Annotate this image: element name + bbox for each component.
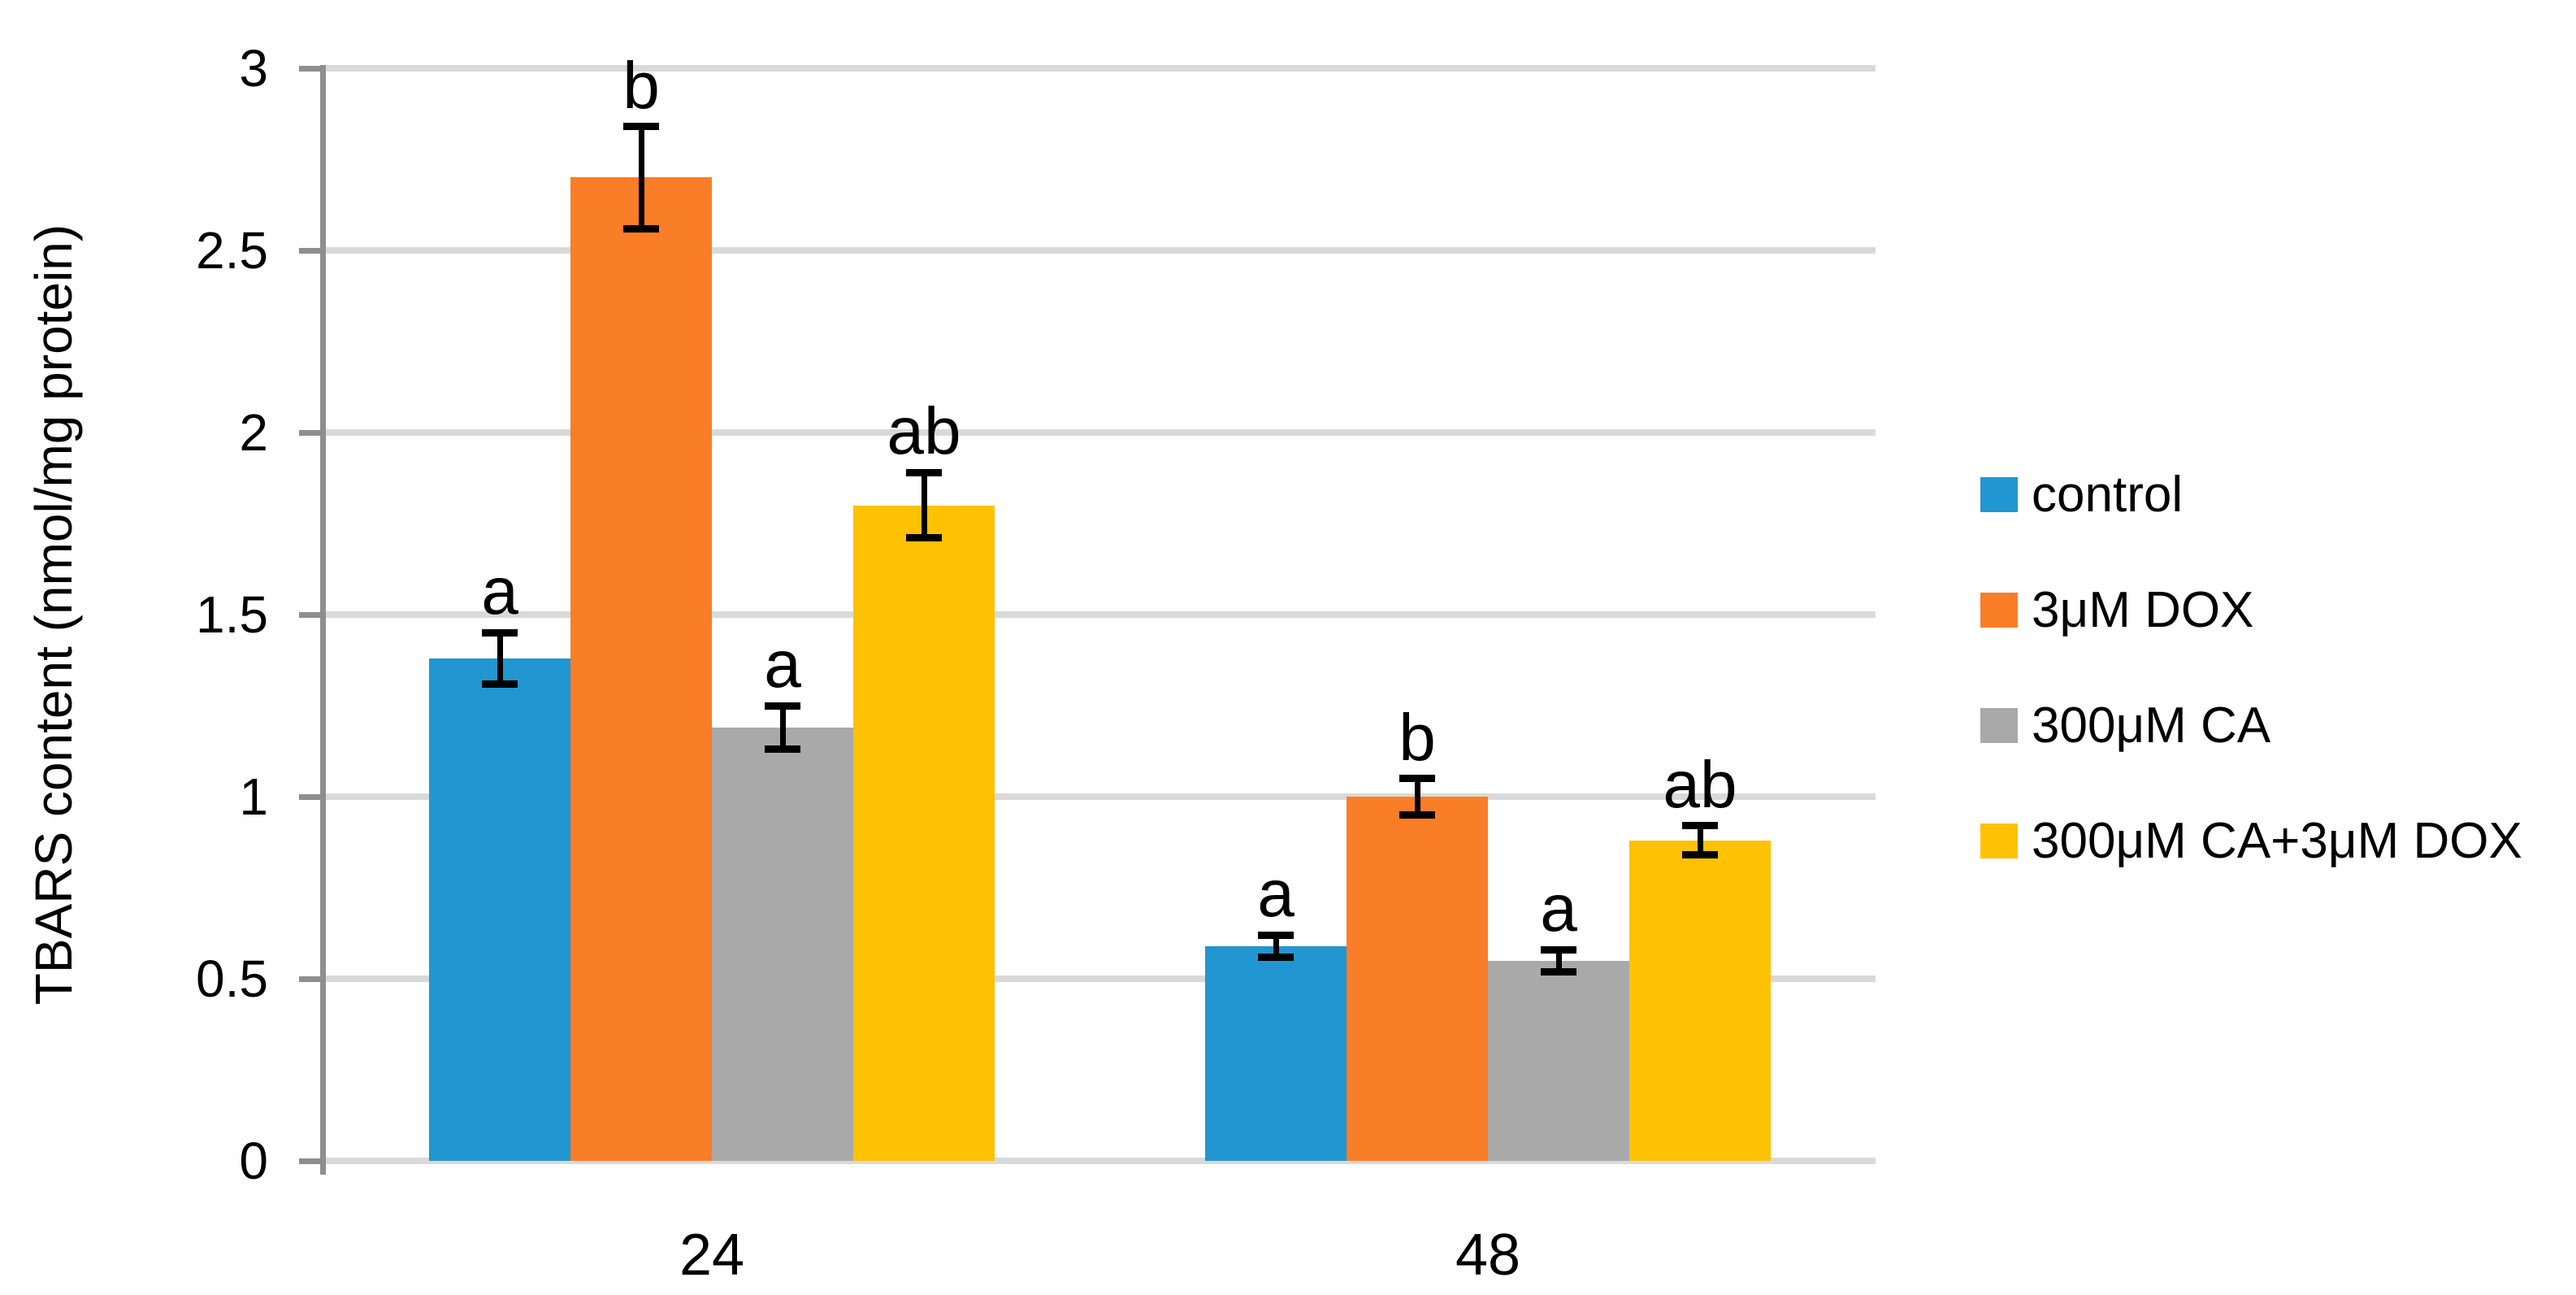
y-axis-tick-label: 2 xyxy=(239,403,268,462)
y-axis-tick-label: 0 xyxy=(239,1132,268,1190)
error-bar-cap-top xyxy=(623,123,659,131)
y-axis-tick-mark xyxy=(299,793,320,800)
bar-300-m-ca xyxy=(712,727,853,1161)
gridline xyxy=(325,1158,1876,1164)
error-bar-cap-top xyxy=(1541,945,1576,954)
error-bar-line xyxy=(779,706,786,750)
significance-letter: b xyxy=(1399,700,1436,775)
significance-letter: a xyxy=(481,554,518,629)
error-bar-cap-top xyxy=(1399,775,1435,783)
error-bar-cap-bottom xyxy=(1682,851,1718,859)
significance-letter: ab xyxy=(887,394,961,469)
legend-label: 300μM CA xyxy=(2032,697,2271,754)
y-axis-tick-label: 1.5 xyxy=(196,585,268,644)
gridline xyxy=(325,247,1876,254)
legend-swatch xyxy=(1980,593,2018,628)
y-axis-tick-mark xyxy=(299,1158,320,1164)
error-bar-line xyxy=(921,472,927,538)
bar-3-m-dox xyxy=(1347,797,1488,1161)
error-bar-line xyxy=(1273,935,1279,958)
error-bar-line xyxy=(1555,950,1562,972)
gridline xyxy=(325,976,1876,982)
error-bar-cap-top xyxy=(1258,931,1294,939)
bar-300-m-ca-3-m-dox xyxy=(853,505,995,1161)
x-axis-category-label: 48 xyxy=(1455,1223,1521,1288)
bar-control xyxy=(1205,945,1347,1161)
bar-3-m-dox xyxy=(570,177,712,1161)
error-bar-cap-bottom xyxy=(1541,967,1576,976)
significance-letter: a xyxy=(764,628,801,702)
error-bar-cap-bottom xyxy=(623,224,659,232)
error-bar-cap-top xyxy=(906,468,942,476)
gridline xyxy=(325,429,1876,436)
error-bar-line xyxy=(497,632,503,684)
gridline xyxy=(325,793,1876,800)
significance-letter: a xyxy=(1540,871,1577,946)
y-axis-tick-mark xyxy=(299,65,320,72)
error-bar-cap-bottom xyxy=(1258,953,1294,961)
y-axis-tick-label: 0.5 xyxy=(196,950,268,1008)
legend-swatch xyxy=(1980,823,2018,858)
y-axis-line-segment xyxy=(320,65,326,1175)
error-bar-cap-top xyxy=(765,702,800,710)
y-axis-tick-mark xyxy=(299,429,320,436)
error-bar-cap-top xyxy=(482,628,518,637)
y-axis-tick-label: 1 xyxy=(239,767,268,826)
significance-letter: ab xyxy=(1663,747,1737,822)
gridline xyxy=(325,65,1876,72)
legend-label: control xyxy=(2032,466,2184,523)
bar-300-m-ca-3-m-dox xyxy=(1629,840,1771,1161)
legend-swatch xyxy=(1980,708,2018,743)
significance-letter: b xyxy=(622,48,660,123)
legend-label: 3μM DOX xyxy=(2032,581,2254,638)
error-bar-cap-bottom xyxy=(765,745,800,754)
error-bar-line xyxy=(1697,825,1703,855)
error-bar-cap-bottom xyxy=(482,680,518,688)
y-axis-tick-label: 3 xyxy=(239,39,268,98)
legend-label: 300μM CA+3μM DOX xyxy=(2032,812,2522,869)
significance-letter: a xyxy=(1257,857,1295,932)
error-bar-line xyxy=(1414,778,1420,815)
y-axis-tick-mark xyxy=(299,976,320,982)
y-axis-tick-mark xyxy=(299,247,320,254)
y-axis-tick-label: 2.5 xyxy=(196,221,268,280)
error-bar-cap-top xyxy=(1682,822,1718,830)
gridline xyxy=(325,611,1876,618)
legend-swatch xyxy=(1980,477,2018,512)
bar-control xyxy=(429,658,570,1161)
error-bar-cap-bottom xyxy=(1399,810,1435,819)
y-axis-tick-mark xyxy=(299,611,320,618)
x-axis-category-label: 24 xyxy=(679,1223,745,1288)
bar-300-m-ca xyxy=(1488,960,1629,1161)
error-bar-line xyxy=(638,126,644,229)
error-bar-cap-bottom xyxy=(906,534,942,542)
